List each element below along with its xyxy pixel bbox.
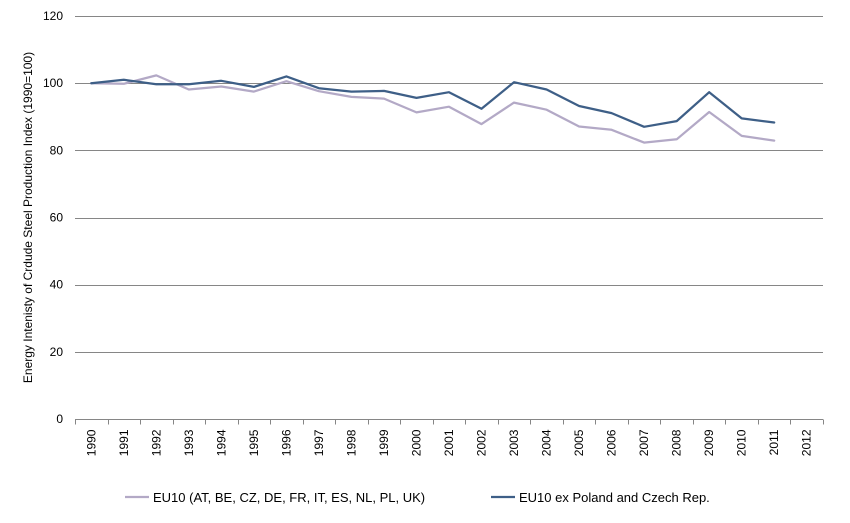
x-tick-label: 2006 <box>605 429 619 456</box>
legend-label-2: EU10 ex Poland and Czech Rep. <box>519 490 710 505</box>
y-tick-label: 40 <box>50 278 64 292</box>
x-tick-label: 2010 <box>735 429 749 456</box>
x-tick-label: 2001 <box>442 429 456 456</box>
series-line-2 <box>90 75 776 128</box>
x-tick-label: 1990 <box>84 429 98 456</box>
y-tick-label: 80 <box>50 143 64 157</box>
x-tick-label: 1997 <box>312 429 326 456</box>
x-tick-label: 1995 <box>247 429 261 456</box>
x-tick-label: 1994 <box>214 429 228 456</box>
y-tick-labels: 0 20 40 60 80 100 120 <box>43 9 63 426</box>
x-tick-label: 1999 <box>377 429 391 456</box>
y-axis-title: Energy Intenisty of Crdude Steel Product… <box>21 52 35 383</box>
legend: EU10 (AT, BE, CZ, DE, FR, IT, ES, NL, PL… <box>125 490 710 505</box>
x-tick-label: 1991 <box>117 429 131 456</box>
y-tick-label: 120 <box>43 9 63 23</box>
x-tick-labels: 1990 1991 1992 1993 1994 1995 1996 1997 1998 1999… <box>84 429 813 456</box>
x-tick-label: 1998 <box>344 429 358 456</box>
legend-label-1: EU10 (AT, BE, CZ, DE, FR, IT, ES, NL, PL… <box>153 490 425 505</box>
x-tick-label: 2005 <box>572 429 586 456</box>
x-tick-label: 2003 <box>507 429 521 456</box>
x-tick-label: 2000 <box>409 429 423 456</box>
x-tick-label: 2009 <box>702 429 716 456</box>
series-lines <box>90 74 776 144</box>
x-tick-label: 2012 <box>800 429 814 456</box>
series-line-1 <box>90 74 776 144</box>
y-tick-label: 100 <box>43 76 63 90</box>
x-tick-label: 2002 <box>475 429 489 456</box>
x-tick-label: 2007 <box>637 429 651 456</box>
y-tick-label: 20 <box>50 345 64 359</box>
y-tick-label: 0 <box>56 412 63 426</box>
x-tick-label: 1996 <box>279 429 293 456</box>
x-tick-label: 2004 <box>540 429 554 456</box>
x-tick-label: 2008 <box>670 429 684 456</box>
y-tick-label: 60 <box>50 211 64 225</box>
x-tick-label: 1992 <box>149 429 163 456</box>
x-tick-label: 1993 <box>182 429 196 456</box>
x-tick-label: 2011 <box>767 429 781 455</box>
gridlines <box>75 16 823 353</box>
x-ticks <box>75 419 824 425</box>
